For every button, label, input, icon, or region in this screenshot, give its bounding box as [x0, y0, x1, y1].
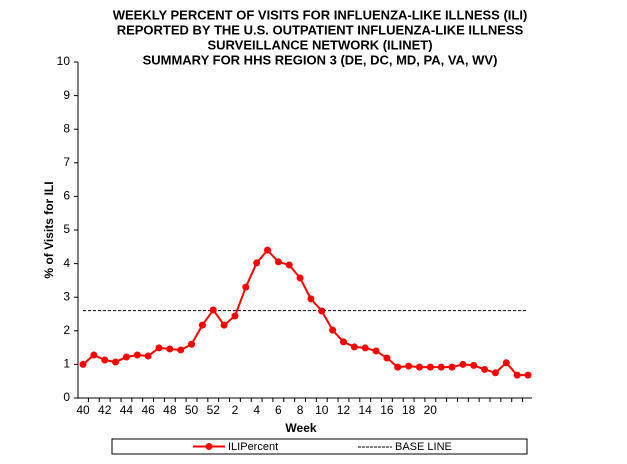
- data-point: [209, 306, 217, 314]
- legend-box: [111, 438, 528, 455]
- y-tick-label: 8: [63, 121, 70, 135]
- legend-marker: [205, 443, 213, 450]
- x-tick-label: 52: [207, 403, 221, 417]
- x-tick-label: 44: [120, 403, 134, 417]
- data-point: [264, 246, 272, 254]
- data-point: [524, 371, 532, 379]
- y-axis-label: % of Visits for ILI: [42, 181, 56, 278]
- chart-title: WEEKLY PERCENT OF VISITS FOR INFLUENZA-L…: [113, 7, 528, 22]
- x-tick-label: 4: [253, 403, 260, 417]
- data-point: [394, 363, 402, 371]
- x-tick-label: 18: [402, 403, 416, 417]
- y-tick-label: 9: [63, 88, 70, 102]
- data-point: [188, 340, 196, 348]
- x-tick-label: 16: [380, 403, 394, 417]
- data-point: [253, 259, 261, 267]
- data-point: [79, 360, 87, 368]
- data-point: [329, 326, 337, 334]
- data-point: [177, 346, 185, 354]
- y-tick-label: 5: [63, 222, 70, 236]
- y-tick-label: 0: [63, 390, 70, 404]
- data-point: [513, 371, 521, 379]
- data-point: [220, 321, 228, 329]
- x-tick-label: 12: [337, 403, 351, 417]
- x-tick-label: 40: [76, 403, 90, 417]
- x-tick-label: 48: [163, 403, 177, 417]
- x-tick-label: 10: [315, 403, 329, 417]
- data-point: [166, 345, 174, 353]
- data-point: [415, 363, 423, 371]
- data-point: [426, 363, 434, 371]
- data-point: [242, 283, 250, 291]
- data-point: [448, 363, 456, 371]
- x-tick-label: 42: [98, 403, 112, 417]
- legend-label: BASE LINE: [395, 441, 452, 453]
- data-point: [112, 358, 120, 366]
- legend-label: ILIPercent: [228, 441, 278, 453]
- data-point: [296, 274, 304, 282]
- x-tick-label: 2: [232, 403, 239, 417]
- data-point: [470, 361, 478, 369]
- y-tick-label: 2: [63, 323, 70, 337]
- data-point: [405, 362, 413, 370]
- data-point: [318, 307, 326, 315]
- data-point: [144, 352, 152, 360]
- data-point: [307, 295, 315, 303]
- data-point: [372, 347, 380, 355]
- y-tick-label: 7: [63, 155, 70, 169]
- data-point: [198, 321, 206, 329]
- data-point: [122, 353, 130, 361]
- y-tick-label: 10: [57, 54, 71, 68]
- data-point: [274, 258, 282, 266]
- data-point: [491, 369, 499, 377]
- x-axis-label: Week: [285, 421, 316, 435]
- x-tick-label: 50: [185, 403, 199, 417]
- x-tick-label: 8: [297, 403, 304, 417]
- y-tick-label: 1: [63, 357, 70, 371]
- y-tick-label: 4: [63, 256, 70, 270]
- data-point: [437, 363, 445, 371]
- data-point: [481, 365, 489, 373]
- data-point: [90, 351, 98, 359]
- data-point: [231, 312, 239, 320]
- chart-title: SURVEILLANCE NETWORK (ILINET): [207, 37, 432, 52]
- x-tick-label: 6: [275, 403, 282, 417]
- data-point: [459, 360, 467, 368]
- data-point: [133, 351, 141, 359]
- data-point: [101, 356, 109, 364]
- x-tick-label: 14: [359, 403, 373, 417]
- data-point: [361, 344, 369, 352]
- y-tick-label: 6: [63, 189, 70, 203]
- x-tick-label: 20: [424, 403, 438, 417]
- data-point: [350, 343, 358, 351]
- y-tick-label: 3: [63, 289, 70, 303]
- data-point: [383, 354, 391, 362]
- data-point: [155, 344, 163, 352]
- data-point: [502, 359, 510, 367]
- data-point: [285, 261, 293, 269]
- chart-title: REPORTED BY THE U.S. OUTPATIENT INFLUENZ…: [117, 22, 524, 37]
- x-tick-label: 46: [141, 403, 155, 417]
- data-point: [339, 338, 347, 346]
- chart-title: SUMMARY FOR HHS REGION 3 (DE, DC, MD, PA…: [143, 52, 498, 67]
